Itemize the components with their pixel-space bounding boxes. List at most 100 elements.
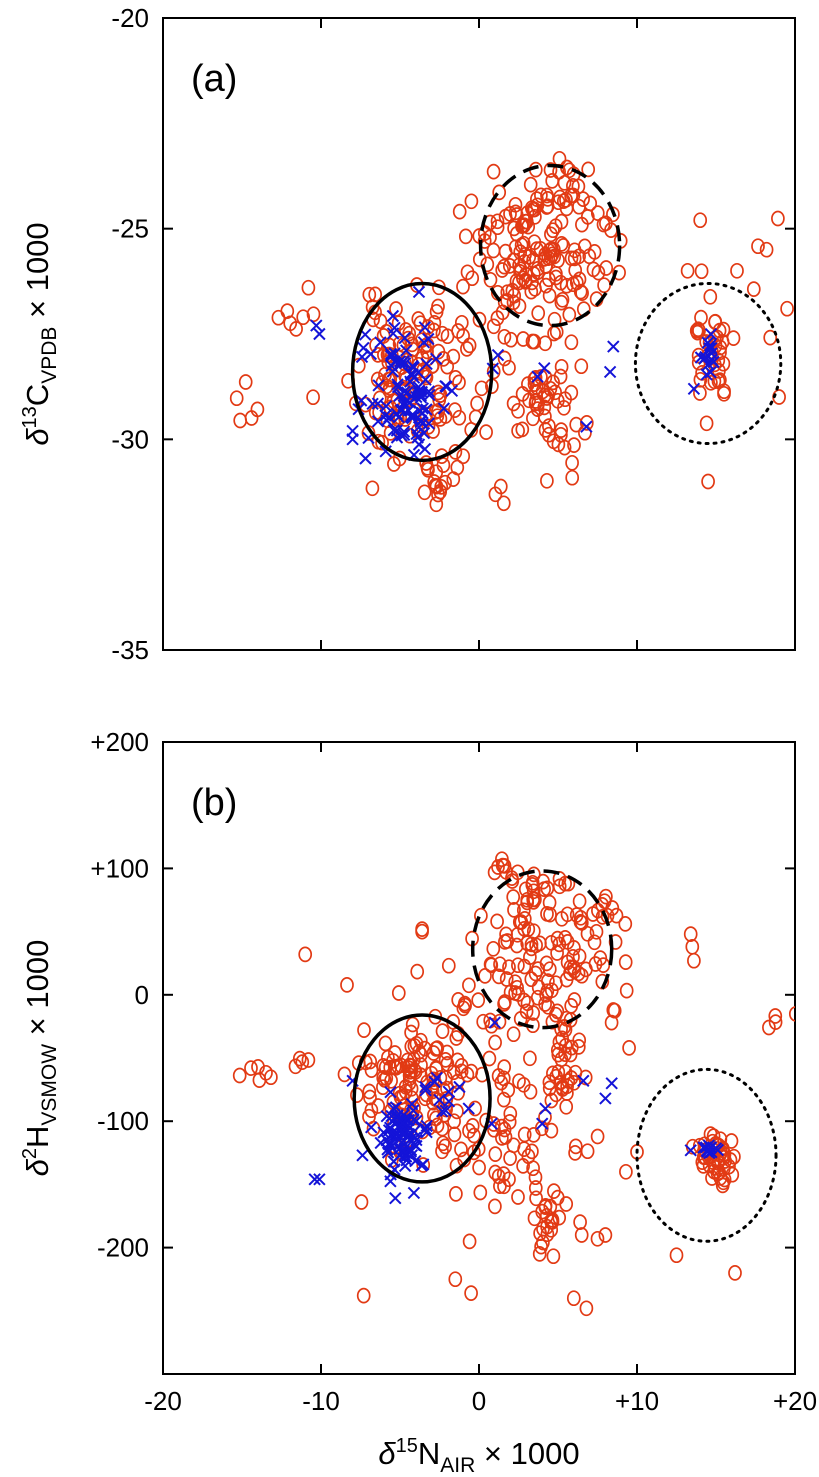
data-point-circle — [511, 1189, 525, 1205]
data-point-circle — [683, 926, 698, 942]
data-point-circle — [497, 1091, 511, 1108]
data-point-circle — [538, 335, 553, 352]
data-point-circle — [450, 459, 465, 476]
data-point-circle — [515, 386, 530, 402]
data-point-circle — [545, 246, 560, 263]
data-point-circle — [292, 1050, 307, 1067]
data-point-circle — [470, 395, 484, 412]
data-point-cross — [379, 399, 393, 413]
data-point-circle — [543, 906, 557, 923]
data-point-cross — [419, 1122, 432, 1136]
data-point-cross — [387, 1155, 401, 1168]
data-point-circle — [517, 911, 532, 927]
data-point-circle — [768, 1014, 783, 1030]
data-point-circle — [379, 1070, 394, 1086]
data-point-circle — [780, 300, 794, 317]
data-point-circle — [699, 415, 714, 432]
data-point-circle — [525, 874, 540, 891]
data-point-circle — [295, 1054, 310, 1070]
data-point-circle — [574, 358, 589, 375]
data-point-circle — [271, 309, 286, 326]
plot-frame — [162, 17, 796, 651]
data-point-cross — [417, 426, 431, 440]
data-point-circle — [446, 348, 461, 365]
data-point-circle — [558, 930, 573, 946]
data-point-cross — [356, 1149, 369, 1162]
data-point-circle — [568, 262, 583, 279]
data-point-cross — [539, 1102, 552, 1115]
data-point-circle — [558, 391, 572, 408]
data-point-circle — [479, 424, 493, 440]
data-point-circle — [502, 959, 516, 976]
y-axis-label-element: C — [20, 384, 55, 406]
data-point-circle — [530, 401, 545, 417]
data-point-circle — [553, 274, 568, 291]
data-point-circle — [431, 486, 445, 503]
data-point-circle — [468, 1100, 482, 1117]
data-point-circle — [510, 937, 524, 954]
data-point-circle — [421, 461, 435, 478]
data-point-cross — [357, 341, 370, 355]
data-point-circle — [516, 1076, 531, 1093]
data-point-circle — [464, 1285, 478, 1301]
data-point-cross — [697, 1141, 710, 1154]
data-point-circle — [523, 176, 538, 193]
data-point-circle — [546, 1065, 560, 1082]
data-point-circle — [505, 870, 519, 886]
data-point-cross — [603, 365, 617, 379]
data-point-circle — [503, 1105, 518, 1122]
data-point-cross — [535, 1117, 549, 1130]
data-point-circle — [517, 1126, 532, 1143]
data-point-circle — [289, 321, 303, 337]
data-point-circle — [454, 314, 469, 331]
data-point-circle — [531, 979, 546, 996]
data-point-circle — [415, 923, 429, 940]
data-point-cross — [397, 396, 411, 410]
data-point-circle — [450, 1103, 464, 1120]
data-point-circle — [362, 1083, 377, 1100]
data-point-circle — [559, 1098, 574, 1115]
data-point-circle — [528, 1169, 543, 1186]
data-point-circle — [590, 1230, 605, 1247]
data-point-circle — [539, 1207, 554, 1224]
data-point-circle — [619, 982, 634, 999]
data-point-cross — [491, 348, 505, 362]
data-point-circle — [557, 174, 572, 191]
data-layer — [232, 851, 795, 1317]
data-point-circle — [529, 937, 543, 954]
data-point-circle — [495, 262, 510, 278]
data-point-circle — [540, 472, 554, 489]
data-point-cross — [364, 1121, 378, 1134]
y-tick-label: -25 — [111, 214, 149, 244]
data-point-circle — [365, 480, 380, 497]
data-point-circle — [477, 233, 492, 249]
data-point-circle — [542, 418, 556, 434]
data-point-circle — [727, 1148, 741, 1165]
data-point-cross — [580, 420, 593, 433]
data-point-circle — [553, 189, 567, 206]
data-point-circle — [694, 309, 708, 326]
data-point-circle — [552, 1034, 567, 1050]
data-point-circle — [554, 358, 569, 375]
data-point-circle — [703, 288, 718, 305]
data-point-cross — [313, 1173, 326, 1186]
data-point-circle — [549, 265, 563, 282]
data-point-circle — [531, 395, 546, 412]
data-point-cross — [384, 1137, 398, 1151]
data-point-circle — [566, 1290, 581, 1307]
data-point-circle — [540, 1218, 554, 1235]
data-point-cross — [359, 452, 372, 465]
data-point-circle — [574, 1227, 589, 1243]
data-point-circle — [564, 334, 579, 351]
data-point-circle — [490, 913, 504, 930]
data-point-circle — [590, 205, 605, 221]
data-point-circle — [546, 222, 560, 239]
x-tick-label: -10 — [302, 1386, 340, 1416]
data-point-circle — [526, 1160, 540, 1177]
data-point-cross — [372, 379, 385, 392]
data-point-cross — [453, 1080, 466, 1094]
data-point-circle — [516, 235, 531, 252]
data-point-circle — [486, 940, 501, 957]
data-point-circle — [580, 1143, 595, 1160]
data-point-circle — [404, 1080, 419, 1097]
